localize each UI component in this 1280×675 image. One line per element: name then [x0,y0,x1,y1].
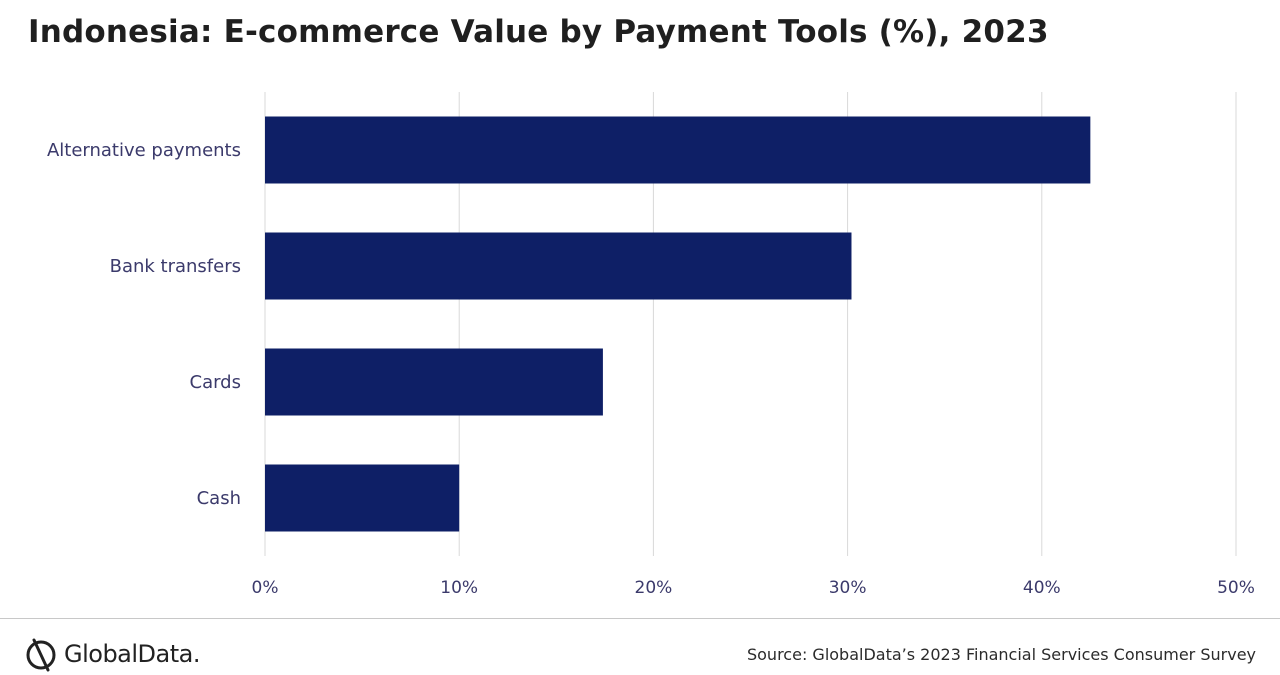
x-tick-label: 20% [635,578,673,598]
x-tick-labels: 0% 10% 20% 30% 40% 50% [252,578,1255,598]
bar [265,116,1091,184]
chart-title: Indonesia: E-commerce Value by Payment T… [28,14,1049,50]
category-label: Cards [190,372,242,393]
bar [265,232,852,300]
category-label: Alternative payments [47,140,241,161]
bar [265,464,460,532]
x-tick-label: 50% [1217,578,1255,598]
x-tick-label: 0% [252,578,279,598]
globaldata-logo-icon [26,638,56,672]
category-label: Bank transfers [110,256,241,277]
source-note: Source: GlobalData’s 2023 Financial Serv… [746,645,1256,664]
category-label: Cash [197,488,241,509]
logo-text: GlobalData. [64,640,201,668]
x-tick-label: 40% [1023,578,1061,598]
footer-divider [0,618,1280,619]
bar-chart: Alternative payments Bank transfers Cards C… [47,92,1255,598]
x-tick-label: 30% [829,578,867,598]
bar [265,348,603,416]
x-tick-label: 10% [440,578,478,598]
category-labels: Alternative payments Bank transfers Cards C… [47,140,241,509]
globaldata-logo: GlobalData. [24,634,201,674]
bars [265,116,1091,532]
